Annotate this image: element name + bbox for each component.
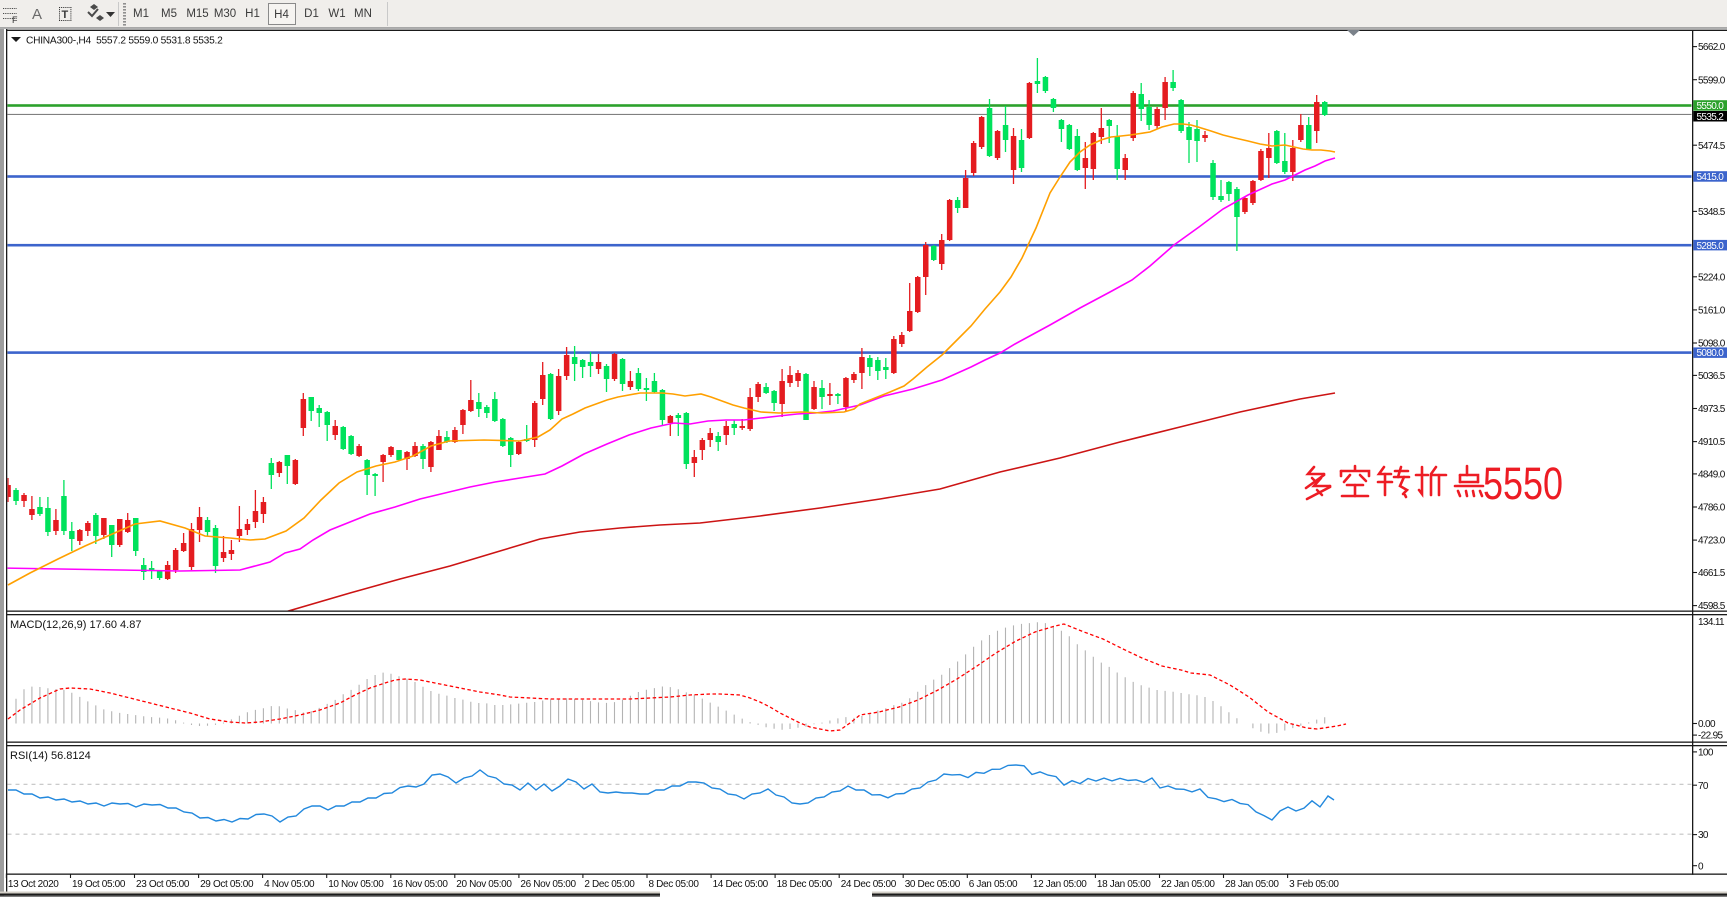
svg-text:8 Dec 05:00: 8 Dec 05:00 [649, 879, 700, 890]
svg-text:5535.2: 5535.2 [1697, 112, 1725, 123]
svg-text:4973.5: 4973.5 [1698, 404, 1726, 415]
svg-text:24 Dec 05:00: 24 Dec 05:00 [841, 879, 897, 890]
svg-text:100: 100 [1698, 748, 1714, 759]
svg-text:5662.0: 5662.0 [1698, 42, 1726, 53]
svg-text:5550.0: 5550.0 [1697, 101, 1725, 112]
svg-text:134.11: 134.11 [1698, 617, 1725, 628]
svg-text:MACD(12,26,9) 17.60 4.87: MACD(12,26,9) 17.60 4.87 [10, 619, 141, 631]
svg-text:70: 70 [1698, 781, 1709, 792]
svg-text:18 Dec 05:00: 18 Dec 05:00 [777, 879, 833, 890]
svg-text:4661.5: 4661.5 [1698, 568, 1726, 579]
svg-text:5098.0: 5098.0 [1698, 339, 1726, 350]
svg-text:20 Nov 05:00: 20 Nov 05:00 [456, 879, 512, 890]
svg-text:29 Oct 05:00: 29 Oct 05:00 [200, 879, 254, 890]
svg-text:4723.0: 4723.0 [1698, 536, 1726, 547]
svg-text:10 Nov 05:00: 10 Nov 05:00 [328, 879, 384, 890]
svg-text:CHINA300-,H4 5557.2 5559.0 55: CHINA300-,H4 5557.2 5559.0 5531.8 5535.2 [26, 36, 223, 47]
svg-text:0.00: 0.00 [1698, 719, 1716, 730]
svg-text:4849.0: 4849.0 [1698, 470, 1726, 481]
svg-text:3 Feb 05:00: 3 Feb 05:00 [1289, 879, 1339, 890]
svg-text:30 Dec 05:00: 30 Dec 05:00 [905, 879, 961, 890]
svg-text:19 Oct 05:00: 19 Oct 05:00 [72, 879, 126, 890]
svg-text:28 Jan 05:00: 28 Jan 05:00 [1225, 879, 1279, 890]
svg-text:4786.0: 4786.0 [1698, 503, 1726, 514]
svg-text:4598.5: 4598.5 [1698, 601, 1726, 612]
svg-text:4 Nov 05:00: 4 Nov 05:00 [264, 879, 315, 890]
svg-text:30: 30 [1698, 830, 1709, 841]
svg-text:5348.5: 5348.5 [1698, 207, 1726, 218]
svg-text:5415.0: 5415.0 [1697, 172, 1725, 183]
svg-text:26 Nov 05:00: 26 Nov 05:00 [520, 879, 576, 890]
svg-text:2 Dec 05:00: 2 Dec 05:00 [584, 879, 635, 890]
svg-text:5285.0: 5285.0 [1697, 241, 1725, 252]
svg-text:18 Jan 05:00: 18 Jan 05:00 [1097, 879, 1151, 890]
svg-text:5161.0: 5161.0 [1698, 306, 1726, 317]
svg-text:6 Jan 05:00: 6 Jan 05:00 [969, 879, 1018, 890]
svg-text:22 Jan 05:00: 22 Jan 05:00 [1161, 879, 1215, 890]
svg-text:5224.0: 5224.0 [1698, 272, 1726, 283]
svg-text:0: 0 [1698, 861, 1704, 872]
svg-text:5474.5: 5474.5 [1698, 141, 1726, 152]
svg-text:RSI(14) 56.8124: RSI(14) 56.8124 [10, 750, 91, 762]
svg-text:-22.95: -22.95 [1698, 731, 1724, 742]
svg-text:16 Nov 05:00: 16 Nov 05:00 [392, 879, 448, 890]
svg-text:5080.0: 5080.0 [1697, 348, 1725, 359]
svg-text:13 Oct 2020: 13 Oct 2020 [8, 879, 59, 890]
svg-text:12 Jan 05:00: 12 Jan 05:00 [1033, 879, 1087, 890]
svg-text:4910.5: 4910.5 [1698, 437, 1726, 448]
svg-text:23 Oct 05:00: 23 Oct 05:00 [136, 879, 190, 890]
svg-text:T: T [62, 9, 69, 21]
svg-text:5036.5: 5036.5 [1698, 371, 1726, 382]
svg-text:14 Dec 05:00: 14 Dec 05:00 [713, 879, 769, 890]
svg-text:5599.0: 5599.0 [1698, 75, 1726, 86]
svg-text:5550: 5550 [1483, 458, 1563, 509]
svg-text:F: F [12, 15, 18, 25]
